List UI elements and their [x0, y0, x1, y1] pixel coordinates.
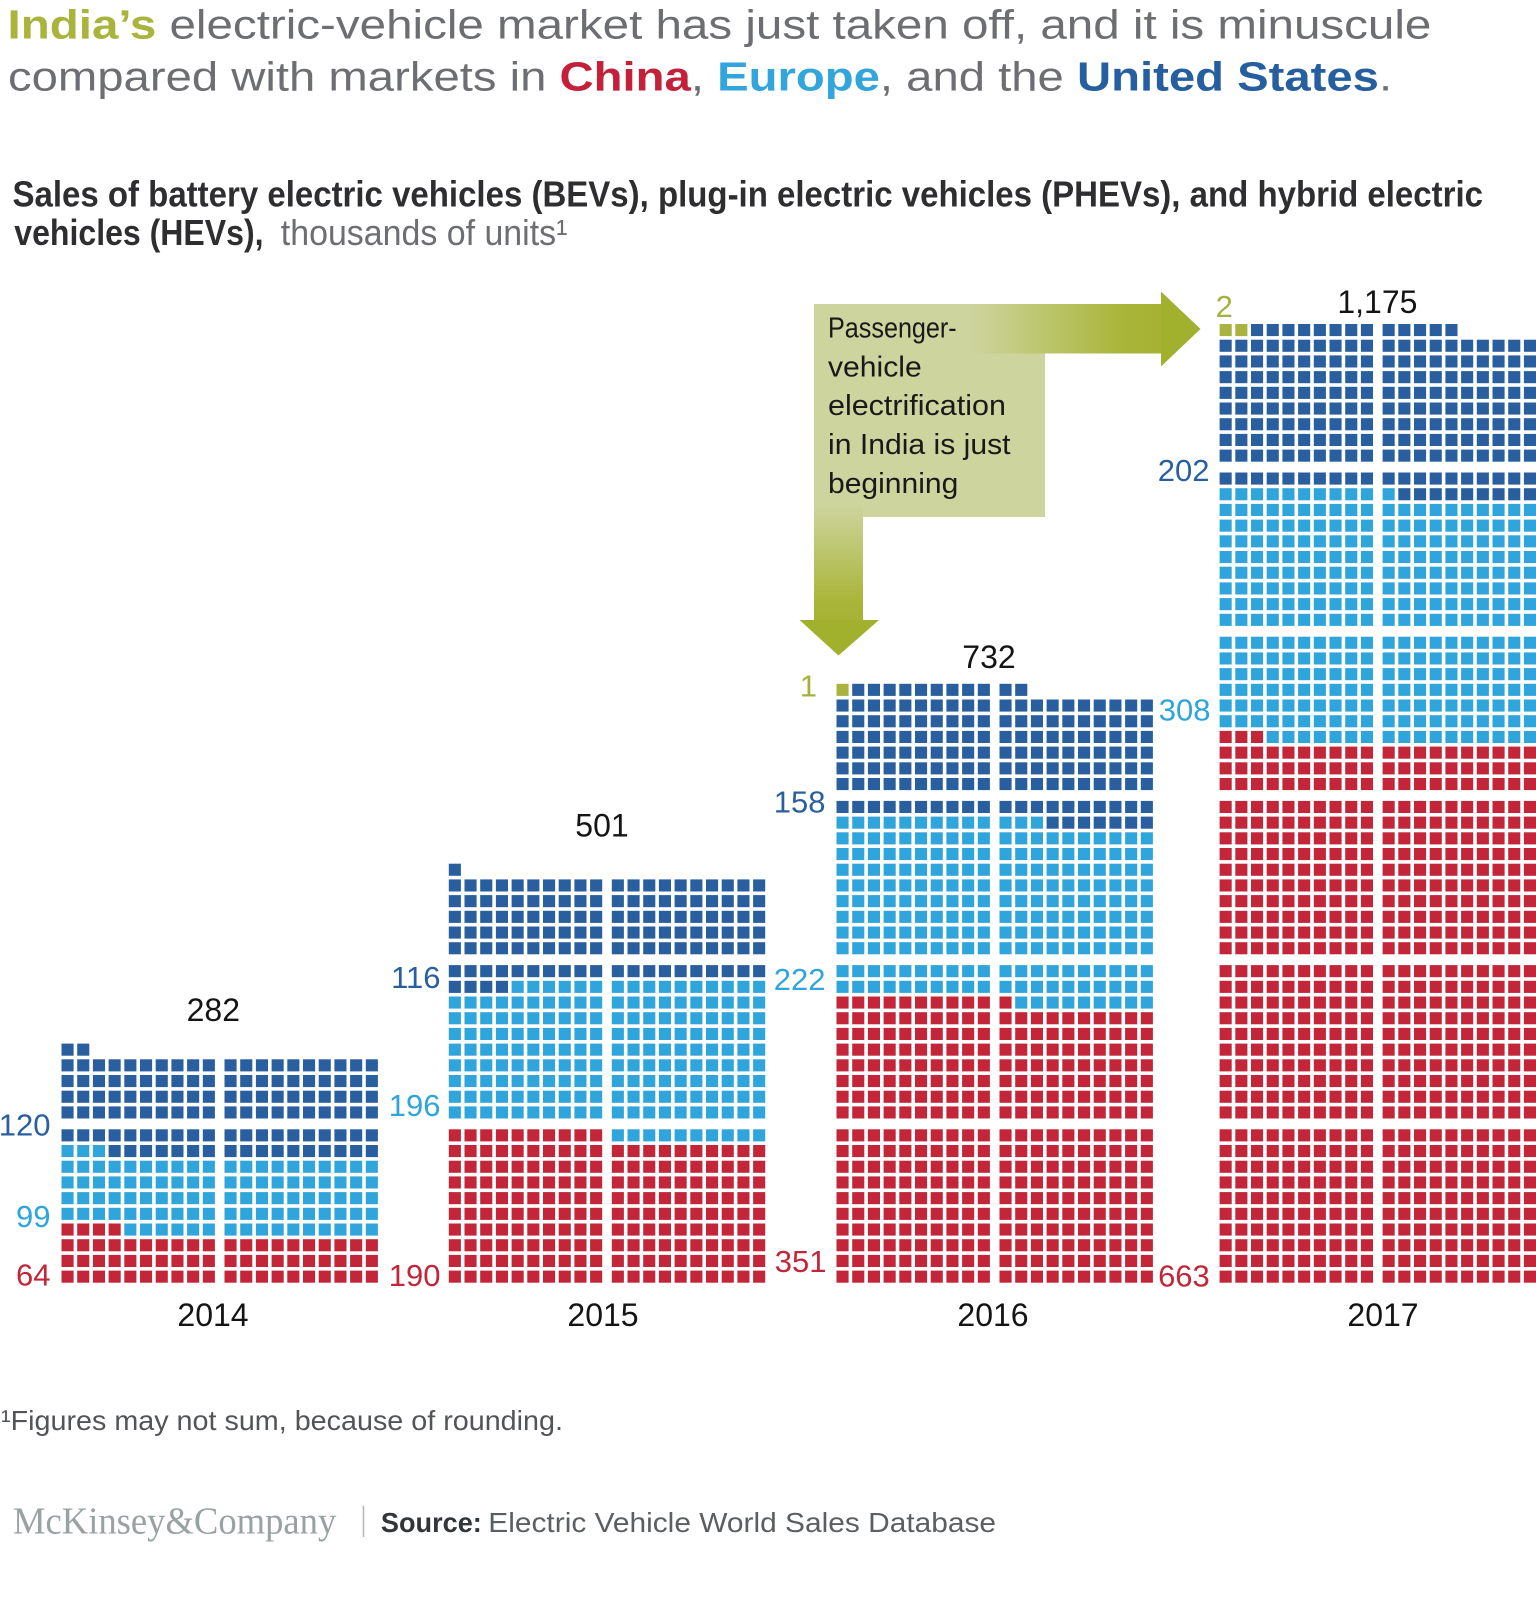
- svg-text:1,175: 1,175: [1337, 284, 1417, 320]
- svg-text:351: 351: [775, 1244, 827, 1279]
- svg-text:190: 190: [389, 1258, 441, 1293]
- svg-text:99: 99: [16, 1199, 50, 1234]
- svg-text:2017: 2017: [1347, 1297, 1418, 1333]
- svg-text:663: 663: [1158, 1258, 1210, 1293]
- svg-text:2016: 2016: [957, 1297, 1028, 1333]
- svg-text:Source:: Source:: [381, 1506, 482, 1537]
- svg-text:158: 158: [774, 784, 826, 819]
- svg-text:501: 501: [575, 808, 628, 844]
- svg-text:beginning: beginning: [828, 467, 958, 499]
- svg-text:64: 64: [16, 1258, 50, 1293]
- svg-text:222: 222: [774, 962, 826, 997]
- svg-text:120: 120: [0, 1108, 51, 1143]
- svg-text:thousands of units¹: thousands of units¹: [281, 213, 568, 253]
- svg-text:compared with markets in China: compared with markets in China, Europe, …: [8, 54, 1392, 99]
- svg-text:McKinsey&Company: McKinsey&Company: [13, 1501, 337, 1543]
- svg-text:electrification: electrification: [828, 390, 1006, 422]
- svg-text:196: 196: [389, 1088, 441, 1123]
- svg-text:202: 202: [1158, 453, 1210, 488]
- svg-text:2015: 2015: [567, 1297, 638, 1333]
- svg-text:in India is just: in India is just: [828, 429, 1011, 461]
- svg-text:282: 282: [187, 992, 240, 1028]
- svg-text:308: 308: [1159, 693, 1211, 728]
- svg-text:1: 1: [800, 668, 817, 703]
- svg-text:Sales of battery electric vehi: Sales of battery electric vehicles (BEVs…: [13, 175, 1483, 215]
- svg-text:Passenger-: Passenger-: [828, 311, 957, 344]
- svg-text:vehicles (HEVs),: vehicles (HEVs),: [14, 213, 263, 253]
- svg-text:2014: 2014: [177, 1297, 248, 1333]
- svg-text:2: 2: [1216, 289, 1233, 324]
- svg-text:¹Figures may not sum, because: ¹Figures may not sum, because of roundin…: [1, 1405, 563, 1437]
- svg-text:India’s electric-vehicle marke: India’s electric-vehicle market has just…: [8, 2, 1432, 47]
- svg-text:Electric Vehicle World Sales D: Electric Vehicle World Sales Database: [488, 1508, 996, 1539]
- svg-text:732: 732: [962, 639, 1015, 675]
- svg-text:116: 116: [391, 960, 440, 995]
- svg-text:vehicle: vehicle: [828, 351, 922, 383]
